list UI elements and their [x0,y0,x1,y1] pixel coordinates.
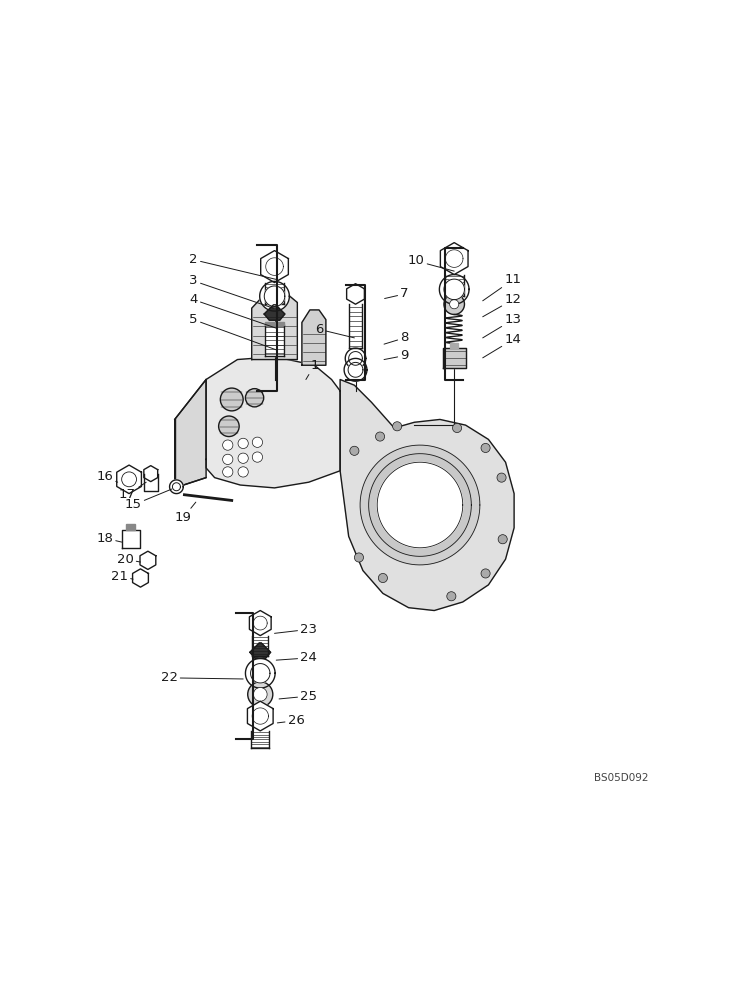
Polygon shape [344,358,367,381]
Polygon shape [140,551,156,569]
Text: 10: 10 [408,254,454,271]
Polygon shape [174,380,206,488]
Polygon shape [439,275,469,304]
Circle shape [481,569,490,578]
Circle shape [238,438,248,449]
Circle shape [481,443,490,453]
Text: 21: 21 [111,570,133,583]
Polygon shape [247,701,273,731]
Text: 4: 4 [189,293,276,328]
Circle shape [222,440,233,450]
Polygon shape [265,322,284,325]
Text: BS05D092: BS05D092 [594,773,648,783]
Polygon shape [117,465,141,494]
Circle shape [219,416,239,437]
Text: 1: 1 [306,359,319,380]
Text: 7: 7 [385,287,408,300]
Polygon shape [206,357,340,488]
Text: 17: 17 [119,482,146,501]
Text: 20: 20 [116,553,141,566]
Circle shape [444,294,464,314]
Polygon shape [345,348,366,369]
Polygon shape [169,480,183,494]
Polygon shape [127,524,135,530]
Polygon shape [144,474,158,491]
Polygon shape [252,636,268,656]
Polygon shape [251,731,269,748]
Polygon shape [132,569,149,587]
Polygon shape [250,643,271,658]
Text: 11: 11 [483,273,521,301]
Polygon shape [348,362,363,377]
Polygon shape [440,243,468,275]
Polygon shape [443,348,466,368]
Polygon shape [450,343,459,348]
Circle shape [253,688,267,701]
Polygon shape [260,281,289,311]
Polygon shape [444,279,464,300]
Circle shape [497,473,506,482]
Polygon shape [144,466,158,482]
Polygon shape [245,658,275,688]
Polygon shape [360,445,480,565]
Text: 18: 18 [96,532,121,545]
Circle shape [121,472,136,487]
Circle shape [252,452,263,462]
Text: 3: 3 [189,274,273,308]
Polygon shape [369,454,471,556]
Polygon shape [445,275,464,296]
Polygon shape [378,462,463,548]
Text: 13: 13 [483,313,521,338]
Polygon shape [172,483,180,491]
Polygon shape [264,286,285,306]
Polygon shape [340,380,514,611]
Polygon shape [121,530,140,548]
Circle shape [375,432,385,441]
Circle shape [447,592,456,601]
Circle shape [392,422,402,431]
Circle shape [355,553,364,562]
Text: 22: 22 [160,671,243,684]
Polygon shape [261,251,289,283]
Circle shape [450,300,459,309]
Polygon shape [347,284,364,304]
Polygon shape [302,310,326,365]
Circle shape [248,682,273,707]
Text: 12: 12 [483,293,521,317]
Text: 23: 23 [275,623,317,636]
Text: 15: 15 [124,489,171,512]
Text: 19: 19 [175,502,196,524]
Text: 16: 16 [96,470,118,483]
Text: 2: 2 [189,253,277,280]
Text: 9: 9 [384,349,408,362]
Circle shape [498,535,507,544]
Circle shape [245,389,263,407]
Polygon shape [265,283,284,304]
Text: 26: 26 [277,714,305,727]
Polygon shape [265,325,284,356]
Circle shape [350,446,359,455]
Text: 8: 8 [384,331,408,344]
Circle shape [220,388,243,411]
Text: 24: 24 [276,651,317,664]
Circle shape [238,453,248,463]
Text: 5: 5 [189,313,276,350]
Polygon shape [252,291,297,360]
Polygon shape [349,352,362,365]
Text: 14: 14 [483,333,521,358]
Circle shape [222,467,233,477]
Circle shape [378,573,387,583]
Polygon shape [250,664,270,683]
Circle shape [222,454,233,465]
Text: 6: 6 [315,323,355,338]
Polygon shape [264,305,285,320]
Polygon shape [250,611,271,636]
Circle shape [238,467,248,477]
Polygon shape [350,304,362,348]
Text: 25: 25 [279,690,317,703]
Circle shape [453,423,461,433]
Circle shape [252,437,263,447]
